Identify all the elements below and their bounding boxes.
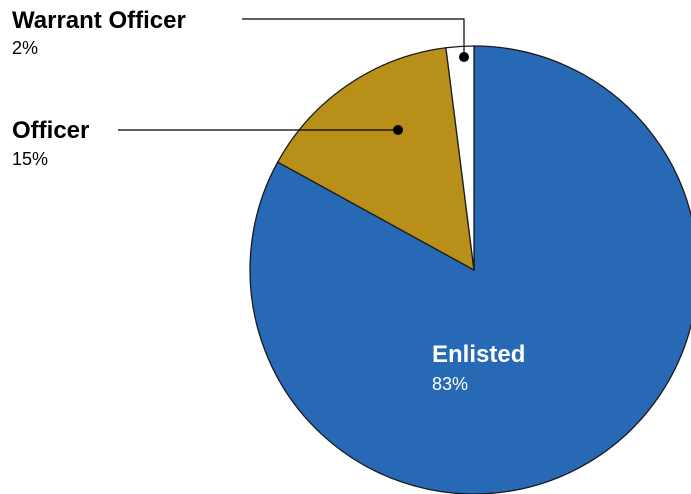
slice-value-officer: 15% (12, 149, 48, 169)
pie-slice-warrant-officer (445, 45, 475, 271)
slice-value-warrant-officer: 2% (12, 38, 38, 58)
leader-dot-warrant-officer (459, 52, 469, 62)
pie-slice-enlisted (249, 45, 691, 494)
slice-label-enlisted: Enlisted (432, 341, 525, 368)
slice-value-enlisted: 83% (432, 374, 468, 394)
pie-slice-officer (276, 47, 475, 272)
slice-label-warrant-officer: Warrant Officer (12, 7, 186, 34)
leader-line-warrant-officer (242, 18, 465, 57)
leader-dot-officer (393, 125, 403, 135)
slice-label-officer: Officer (12, 117, 89, 144)
